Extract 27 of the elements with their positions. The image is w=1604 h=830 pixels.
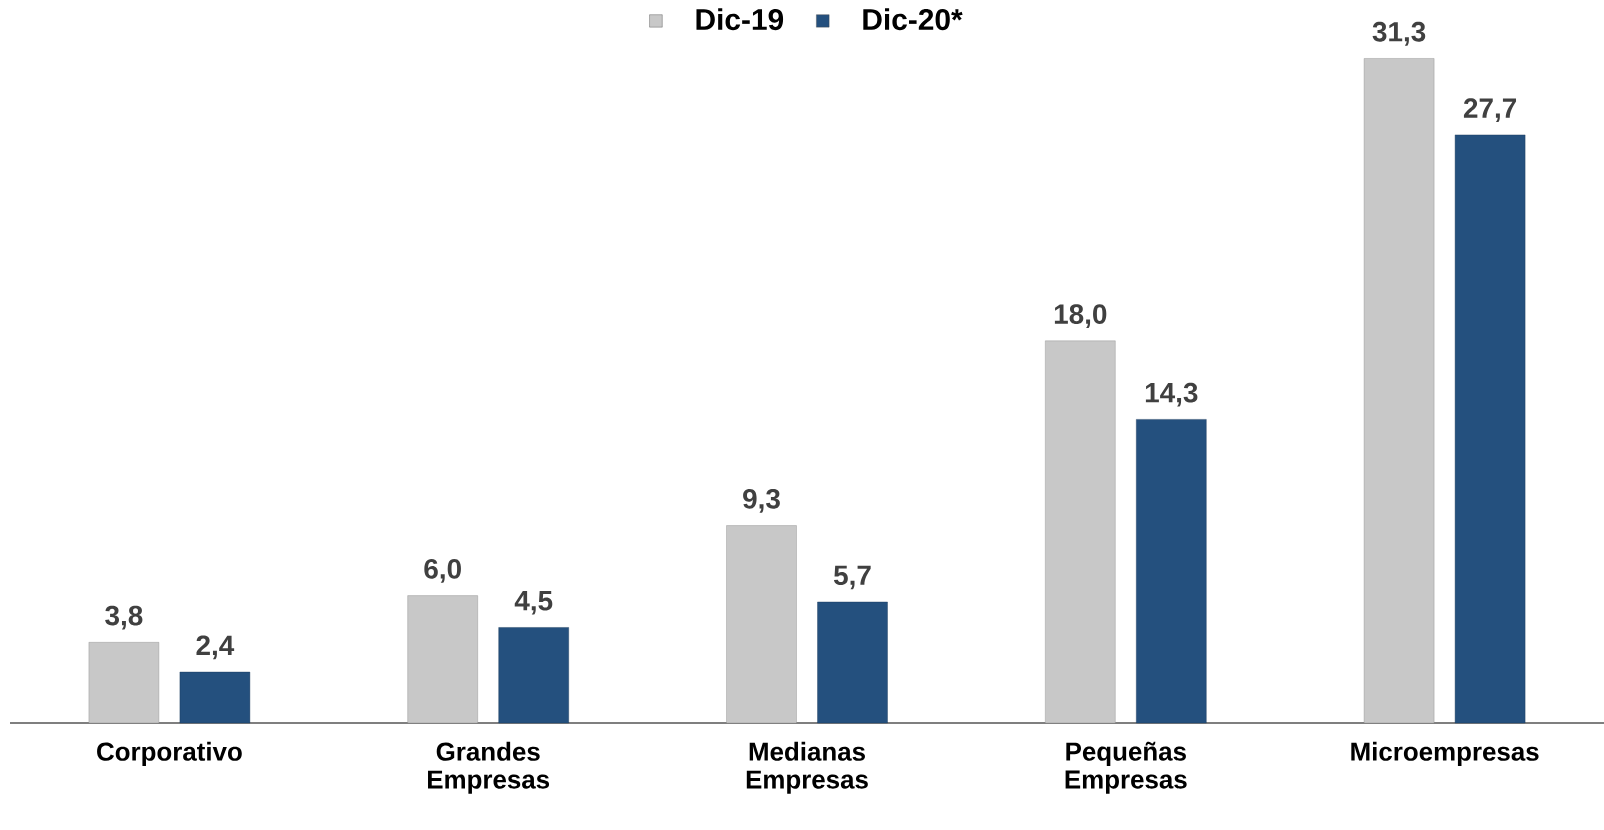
- data-label: 6,0: [424, 558, 461, 583]
- bar: [1363, 58, 1435, 724]
- data-label: 27,7: [1463, 98, 1517, 123]
- x-tick-label: Pequeñas Empresas: [1065, 741, 1187, 794]
- data-label: 9,3: [743, 488, 780, 513]
- x-tick-label: Medianas Empresas: [746, 741, 868, 794]
- data-label: 31,3: [1372, 21, 1426, 46]
- legend-label: Dic-19: [696, 8, 784, 31]
- x-tick-label: Microempresas: [1351, 741, 1539, 766]
- data-label: 14,3: [1145, 382, 1198, 407]
- bar: [726, 525, 797, 724]
- bar: [88, 642, 160, 724]
- bar: [179, 671, 251, 724]
- data-label: 2,4: [196, 635, 235, 660]
- bar: [498, 627, 569, 724]
- legend-label: Dic-20*: [863, 8, 963, 31]
- bar: [1045, 340, 1116, 724]
- bar: [817, 601, 888, 724]
- bar: [1454, 134, 1526, 724]
- x-tick-label: Grandes Empresas: [428, 741, 550, 794]
- x-tick-label: Corporativo: [97, 741, 242, 766]
- data-label: 3,8: [105, 605, 143, 630]
- data-label: 4,5: [514, 591, 553, 615]
- data-label: 18,0: [1054, 304, 1107, 328]
- bar: [1136, 419, 1207, 724]
- data-label: 5,7: [833, 565, 871, 590]
- bar: [407, 595, 478, 724]
